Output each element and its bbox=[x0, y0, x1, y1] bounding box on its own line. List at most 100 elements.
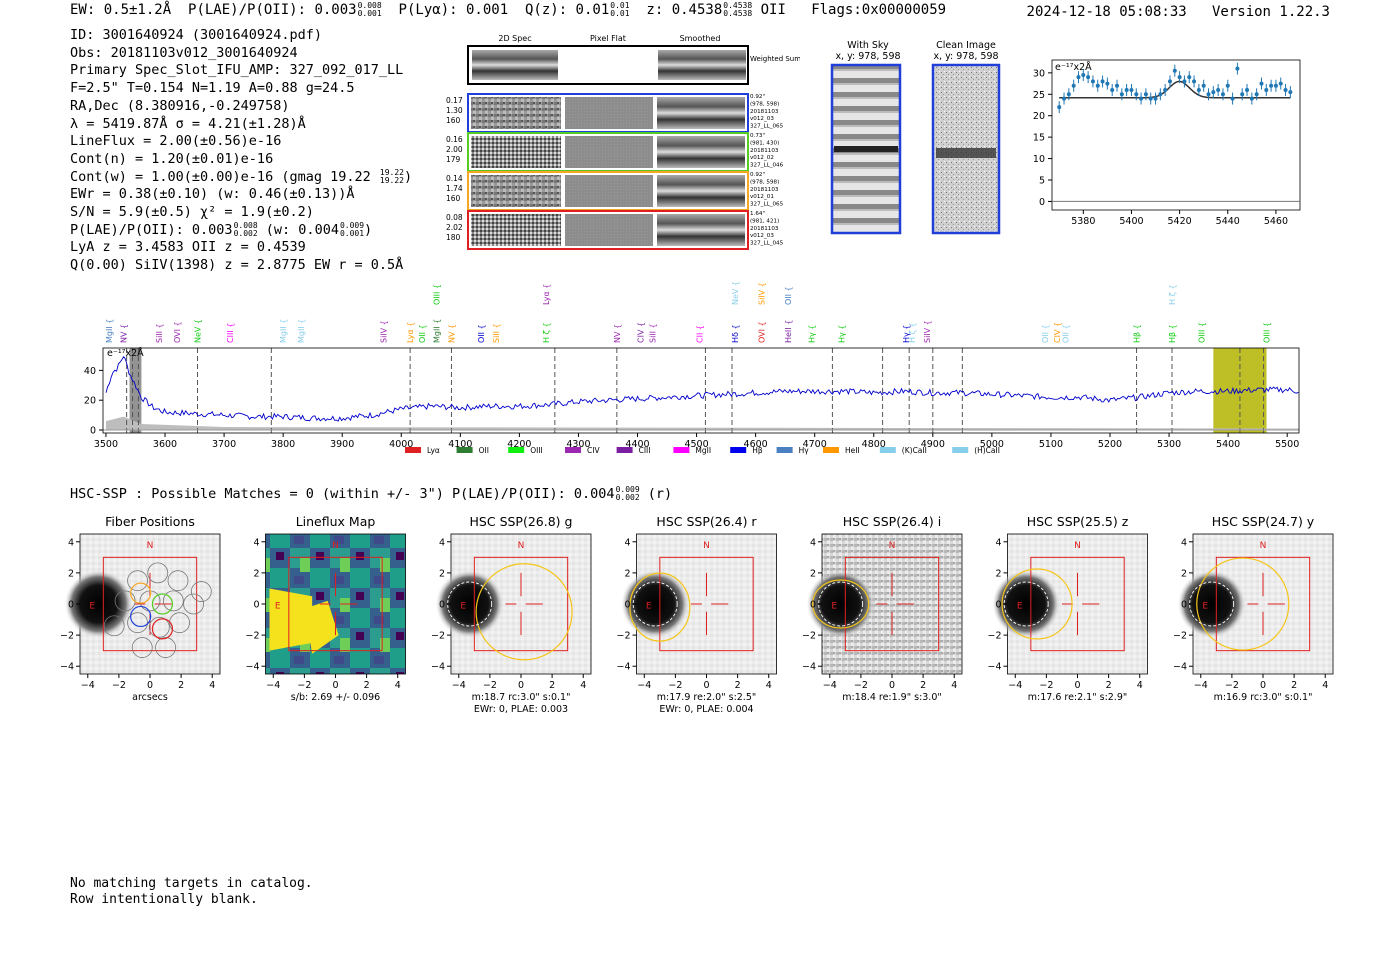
spec-ytick-label: 0 bbox=[90, 426, 96, 437]
spec-line-marker: SiIV { bbox=[380, 320, 389, 343]
hsc-caption: m:18.7 rc:3.0" s:0.1" bbox=[472, 692, 571, 703]
hsc-ytick-label: 2 bbox=[68, 568, 74, 579]
hsc-ytick-label: −4 bbox=[802, 662, 816, 673]
spec-row-left-text: 0.16 bbox=[446, 135, 463, 144]
spec-line-marker: SiIV { bbox=[758, 282, 767, 305]
hsc-xtick-label: 4 bbox=[395, 680, 401, 691]
fit-point bbox=[1264, 88, 1269, 92]
summary-line: EW: 0.5±1.2Å P(LAE)/P(OII): 0.003 0.008 0.… bbox=[70, 1, 946, 19]
info-q: Q(0.00) SiIV(1398) z = 2.8775 EW r = 0.5… bbox=[70, 257, 404, 274]
spec-legend-label: (K)CaII bbox=[902, 446, 927, 455]
east-label: E bbox=[1017, 602, 1023, 612]
fit-point bbox=[1172, 68, 1177, 73]
fit-point bbox=[1235, 66, 1240, 71]
hsc-ytick-label: 2 bbox=[995, 568, 1001, 579]
hsc-header-label: HSC-SSP : Possible Matches = 0 (within +… bbox=[70, 486, 615, 502]
version: Version 1.22.3 bbox=[1211, 4, 1330, 20]
spec-row-right-text: (981, 430) bbox=[750, 140, 779, 146]
fit-point bbox=[1134, 92, 1139, 97]
hsc-aperture-box bbox=[102, 556, 198, 652]
spec-line-marker: NeV { bbox=[731, 281, 740, 305]
hsc-xtick-label: 4 bbox=[209, 680, 215, 691]
hsc-ytick-label: 4 bbox=[624, 537, 630, 548]
fit-point bbox=[1115, 83, 1120, 88]
hsc-bright-source bbox=[1177, 570, 1246, 638]
hsc-bright-source bbox=[806, 570, 875, 638]
spec-line-marker: OII { bbox=[477, 324, 486, 343]
spec-row-right-text: 0.92" bbox=[750, 172, 765, 178]
spec-line-marker: NV { bbox=[120, 324, 129, 343]
spec-line-marker: OII { bbox=[1041, 324, 1050, 343]
hsc-xtick-label: 4 bbox=[580, 680, 586, 691]
spec-row-flat bbox=[565, 136, 653, 168]
north-label: N bbox=[518, 541, 525, 551]
spec-xtick-label: 4600 bbox=[744, 439, 768, 450]
spec-row-left-text: 2.00 bbox=[446, 145, 463, 154]
hsc-panel: Fiber Positions N E −4 −4 −2 −2 0 0 2 2 4 4 arcsecs bbox=[60, 514, 221, 703]
fit-point bbox=[1095, 83, 1100, 88]
spec-row-smooth bbox=[657, 175, 745, 207]
clean-trace bbox=[936, 148, 996, 158]
spec-xtick-label: 4700 bbox=[803, 439, 827, 450]
spec-row-right-text: 20181103 bbox=[750, 109, 779, 115]
spec-row-smooth bbox=[657, 97, 745, 129]
line-fit-chart: e⁻¹⁷x2Å 5380 5400 5420 5440 5460 0 5 10 15 20 25 30 bbox=[1033, 59, 1301, 227]
fit-point bbox=[1182, 79, 1187, 84]
spec2d-col-2: Smoothed bbox=[680, 34, 721, 43]
info-contw: Cont(w) = 1.00(±0.00)e-16 (gmag 19.22 19… bbox=[70, 167, 413, 185]
hsc-panel-title: HSC SSP(26.4) i bbox=[843, 514, 941, 529]
spec-xtick-label: 4500 bbox=[684, 439, 708, 450]
spec-row-left-text: 0.14 bbox=[446, 174, 463, 183]
spec-row-left-text: 0.17 bbox=[446, 96, 463, 105]
hsc-caption-2: EWr: 0, PLAE: 0.004 bbox=[659, 704, 753, 715]
fiber-highlight bbox=[151, 618, 174, 640]
fit-point bbox=[1163, 88, 1168, 92]
hsc-xtick-label: −2 bbox=[854, 680, 868, 691]
hsc-ytick-label: 2 bbox=[439, 568, 445, 579]
spec2d-panel: 2D Spec Pixel Flat Smoothed Weighted Sum… bbox=[446, 34, 800, 250]
spec-row-right-text: v012_03 bbox=[750, 116, 774, 122]
hsc-panel: HSC SSP(26.4) i N E −4 −4 −2 −2 0 0 2 2 4 4 m:18.4 re… bbox=[802, 514, 963, 703]
hsc-match-ellipse bbox=[1001, 568, 1073, 640]
info-block: ID: 3001640924 (3001640924.pdf) Obs: 201… bbox=[70, 27, 412, 275]
fit-point bbox=[1206, 92, 1211, 97]
spec-legend-swatch bbox=[673, 447, 690, 453]
hsc-xtick-label: 2 bbox=[364, 680, 370, 691]
hsc-caption: arcsecs bbox=[132, 692, 168, 703]
info-ewr: EWr = 0.38(±0.10) (w: 0.46(±0.13))Å bbox=[70, 186, 355, 203]
info-plae: P(LAE)/P(OII): 0.003 0.008 0.002 (w: 0.004… bbox=[70, 220, 373, 238]
north-label: N bbox=[1260, 541, 1267, 551]
hsc-xtick-label: −2 bbox=[1225, 680, 1239, 691]
hsc-ytick-label: 0 bbox=[624, 600, 630, 611]
plae-range: 0.008 0.001 bbox=[357, 1, 382, 18]
fit-ytick-label: 10 bbox=[1033, 154, 1045, 165]
spec-legend-swatch bbox=[879, 447, 896, 453]
hsc-panel-title: Lineflux Map bbox=[296, 514, 376, 529]
spec-unit-label: e⁻¹⁷x2Å bbox=[107, 347, 144, 359]
fit-xtick-label: 5440 bbox=[1216, 216, 1240, 227]
fit-point bbox=[1220, 92, 1225, 97]
spec-legend-label: OIII bbox=[530, 446, 543, 455]
fit-point bbox=[1071, 83, 1076, 88]
hsc-ytick-label: 2 bbox=[253, 568, 259, 579]
spec-xtick-label: 3900 bbox=[330, 439, 354, 450]
fiber-highlight bbox=[130, 582, 152, 604]
hsc-ytick-label: 2 bbox=[810, 568, 816, 579]
spec-line-marker: NV { bbox=[613, 324, 622, 343]
with-sky-title: With Sky bbox=[847, 40, 889, 51]
spec-line-marker: MgII { bbox=[105, 319, 114, 343]
hsc-aperture-box bbox=[473, 556, 569, 652]
full-spectrum-chart: e⁻¹⁷x2Å 3500 3600 3700 3800 3900 4000 4100 4200 4… bbox=[84, 281, 1300, 455]
spec-legend-label: CIII bbox=[639, 446, 651, 455]
fit-point bbox=[1066, 92, 1071, 97]
east-label: E bbox=[460, 602, 466, 612]
spec-line-marker: Lyα { bbox=[542, 284, 551, 305]
fit-point bbox=[1057, 105, 1062, 110]
spec-legend-label: Lyα bbox=[427, 446, 440, 455]
fit-xtick-label: 5420 bbox=[1168, 216, 1192, 227]
hsc-caption: m:17.6 re:2.1" s:2.9" bbox=[1028, 692, 1128, 703]
spec-row-left-text: 179 bbox=[446, 155, 461, 164]
qz-range: 0.01 0.01 bbox=[610, 1, 630, 18]
fiber-circle bbox=[127, 570, 148, 592]
spec-line-marker: H ζ { bbox=[542, 322, 551, 343]
